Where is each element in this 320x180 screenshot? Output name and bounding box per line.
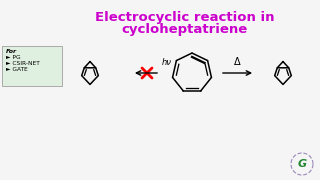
FancyBboxPatch shape	[2, 46, 62, 86]
Text: Δ: Δ	[234, 57, 240, 67]
Text: hν: hν	[162, 58, 172, 67]
Text: ► GATE: ► GATE	[6, 67, 28, 72]
Text: cycloheptatriene: cycloheptatriene	[122, 24, 248, 37]
Text: For: For	[6, 49, 17, 54]
Text: ► PG: ► PG	[6, 55, 20, 60]
Text: G: G	[297, 159, 307, 169]
Text: Electrocyclic reaction in: Electrocyclic reaction in	[95, 10, 275, 24]
Text: ► CSIR-NET: ► CSIR-NET	[6, 61, 40, 66]
